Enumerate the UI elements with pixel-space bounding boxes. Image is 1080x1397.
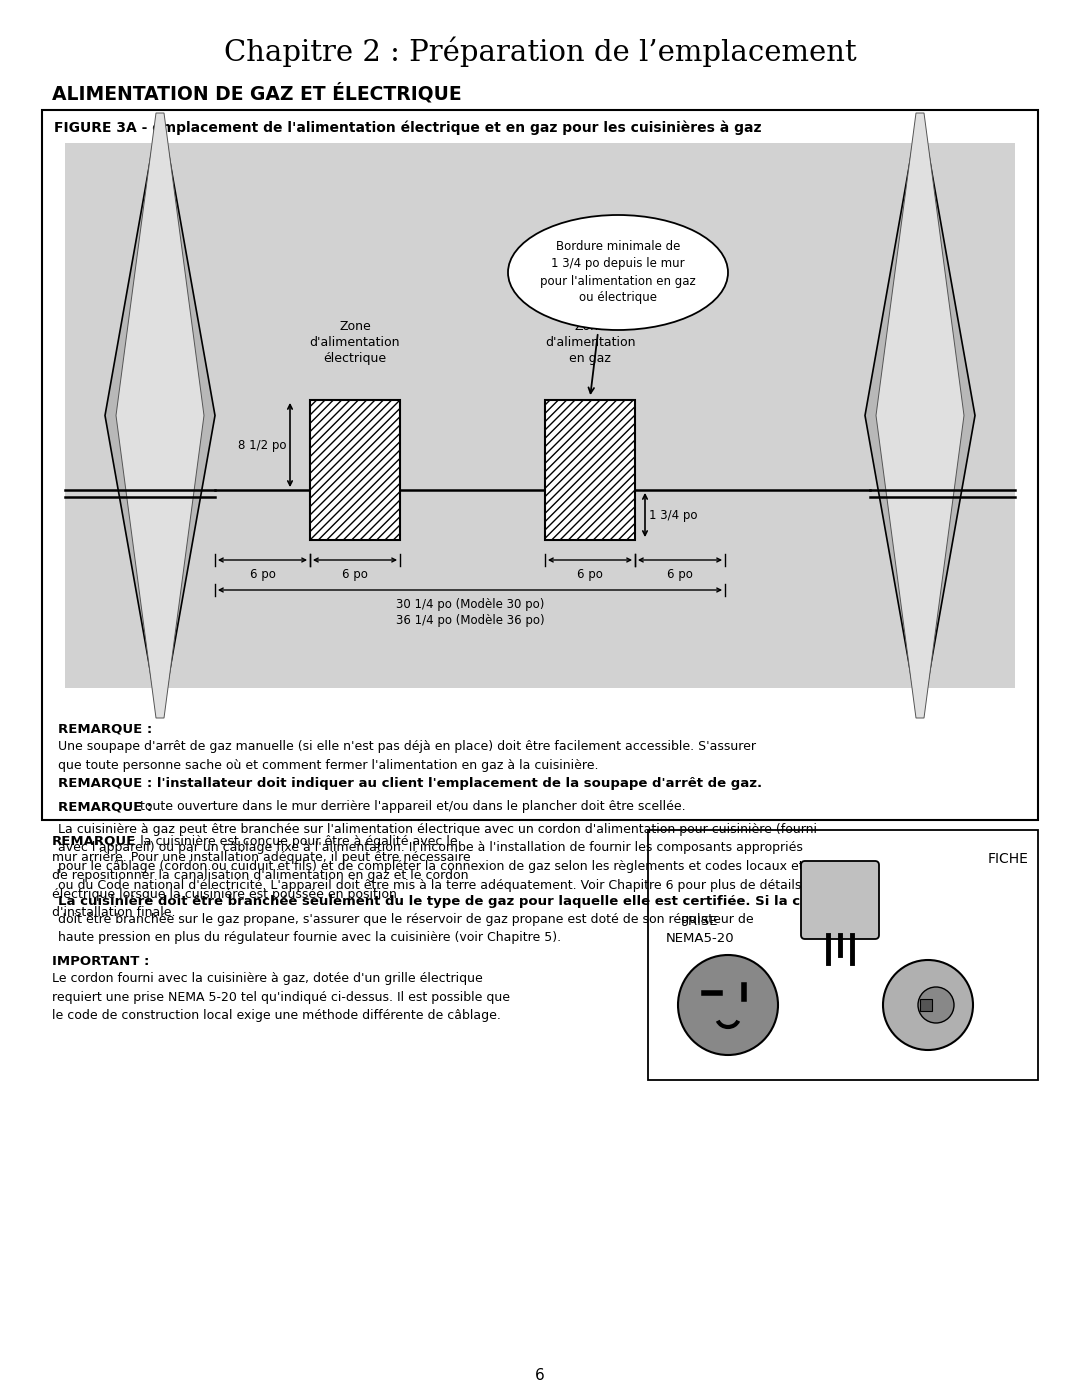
Text: Chapitre 2 : Préparation de l’emplacement: Chapitre 2 : Préparation de l’emplacemen…	[224, 36, 856, 67]
Bar	[65, 142, 1015, 687]
Text: IMPORTANT :: IMPORTANT :	[52, 956, 149, 968]
Text: 30 1/4 po (Modèle 30 po): 30 1/4 po (Modèle 30 po)	[395, 598, 544, 610]
Text: : la cuisinière est conçue pour être à égalité avec le: : la cuisinière est conçue pour être à é…	[132, 835, 458, 848]
Bar	[545, 400, 635, 541]
Text: doit être branchée sur le gaz propane, s'assurer que le réservoir de gaz propane: doit être branchée sur le gaz propane, s…	[58, 914, 754, 944]
Ellipse shape	[508, 215, 728, 330]
Text: ALIMENTATION DE GAZ ET ÉLECTRIQUE: ALIMENTATION DE GAZ ET ÉLECTRIQUE	[52, 82, 461, 103]
Text: Zone
d'alimentation
électrique: Zone d'alimentation électrique	[310, 320, 401, 365]
Bar	[648, 830, 1038, 1080]
Bar	[42, 110, 1038, 820]
Circle shape	[678, 956, 778, 1055]
Text: REMARQUE: REMARQUE	[52, 835, 136, 848]
Text: Zone
d'alimentation
en gaz: Zone d'alimentation en gaz	[544, 320, 635, 365]
Text: mur arrière. Pour une installation adéquate, il peut être nécessaire
de repositi: mur arrière. Pour une installation adéqu…	[52, 851, 471, 919]
Text: REMARQUE :: REMARQUE :	[58, 724, 152, 736]
Polygon shape	[876, 113, 964, 718]
Text: 36 1/4 po (Modèle 36 po): 36 1/4 po (Modèle 36 po)	[395, 615, 544, 627]
Text: Le cordon fourni avec la cuisinière à gaz, dotée d'un grille électrique
requiert: Le cordon fourni avec la cuisinière à ga…	[52, 972, 510, 1023]
Text: 6 po: 6 po	[667, 569, 693, 581]
Text: Bordure minimale de
1 3/4 po depuis le mur
pour l'alimentation en gaz
ou électri: Bordure minimale de 1 3/4 po depuis le m…	[540, 240, 696, 305]
Text: 6 po: 6 po	[577, 569, 603, 581]
Text: 6 po: 6 po	[342, 569, 368, 581]
Polygon shape	[865, 129, 975, 703]
Text: La cuisinière doit être branchée seulement du le type de gaz pour laquelle elle : La cuisinière doit être branchée seuleme…	[58, 895, 865, 908]
Text: REMARQUE : l'installateur doit indiquer au client l'emplacement de la soupape d': REMARQUE : l'installateur doit indiquer …	[58, 777, 762, 789]
Polygon shape	[105, 129, 215, 703]
Text: FIGURE 3A - emplacement de l'alimentation électrique et en gaz pour les cuisiniè: FIGURE 3A - emplacement de l'alimentatio…	[54, 120, 761, 136]
Text: FICHE: FICHE	[987, 852, 1028, 866]
Text: toute ouverture dans le mur derrière l'appareil et/ou dans le plancher doit être: toute ouverture dans le mur derrière l'a…	[140, 800, 686, 813]
Bar	[920, 999, 932, 1011]
Text: 1 3/4 po: 1 3/4 po	[649, 509, 698, 521]
Text: Une soupape d'arrêt de gaz manuelle (si elle n'est pas déjà en place) doit être : Une soupape d'arrêt de gaz manuelle (si …	[58, 740, 756, 771]
Bar	[310, 400, 400, 541]
Text: REMARQUE :: REMARQUE :	[58, 800, 152, 813]
Text: 8 1/2 po: 8 1/2 po	[238, 439, 286, 451]
Text: 6: 6	[535, 1368, 545, 1383]
Text: 6 po: 6 po	[249, 569, 275, 581]
Circle shape	[883, 960, 973, 1051]
FancyBboxPatch shape	[801, 861, 879, 939]
Circle shape	[918, 988, 954, 1023]
Polygon shape	[116, 113, 204, 718]
Text: La cuisinière à gaz peut être branchée sur l'alimentation électrique avec un cor: La cuisinière à gaz peut être branchée s…	[58, 823, 816, 891]
Text: PRISE
NEMA5-20: PRISE NEMA5-20	[665, 915, 734, 944]
